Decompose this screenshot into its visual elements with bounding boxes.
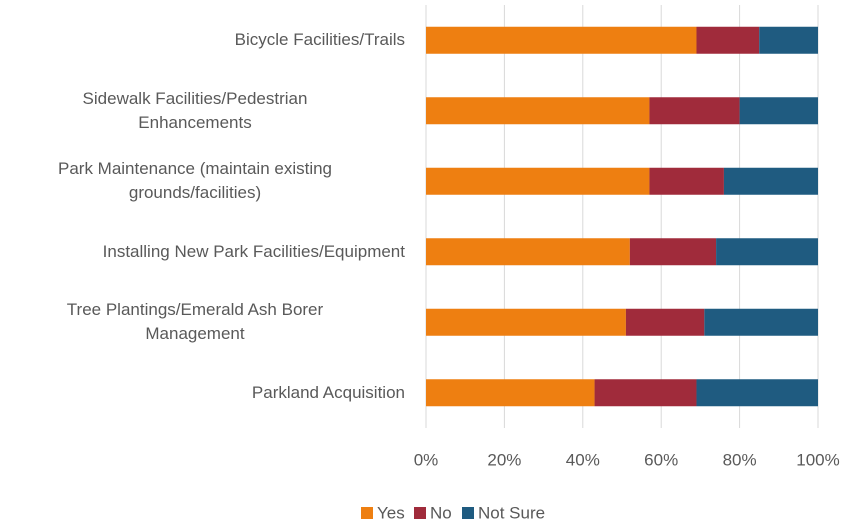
x-tick-label: 60% [644,450,678,469]
y-tick-label: Installing New Park Facilities/Equipment [102,241,405,261]
bar-segment [625,308,705,336]
x-tick-label: 100% [796,450,839,469]
legend-swatch [462,507,474,519]
bar-segment [696,379,818,407]
legend-swatch [414,507,426,519]
bar-segment [649,97,740,125]
y-tick-label: Tree Plantings/Emerald Ash Borer Managem… [66,300,324,344]
x-tick-label: 80% [723,450,757,469]
legend-label: Not Sure [478,503,545,522]
bar-segment [696,26,760,54]
y-tick-label: Parkland Acquisition [251,382,405,402]
x-tick-label: 0% [414,450,439,469]
x-tick-label: 20% [487,450,521,469]
legend-label: Yes [377,503,405,522]
bar-segment [629,238,717,266]
bar-segment [649,167,724,195]
bar-segment [426,167,650,195]
bar-segment [723,167,818,195]
bar-segment [739,97,818,125]
y-tick-label: Sidewalk Facilities/Pedestrian Enhanceme… [82,88,308,132]
bar-segment [426,379,595,407]
bar-segment [704,308,818,336]
bar-segment [594,379,697,407]
legend-label: No [430,503,452,522]
y-tick-label: Park Maintenance (maintain existing grou… [57,159,333,203]
legend-swatch [361,507,373,519]
bar-segment [426,308,626,336]
x-tick-label: 40% [566,450,600,469]
bar-segment [426,26,697,54]
bar-segment [759,26,818,54]
bar-segment [426,238,630,266]
bar-segment [716,238,818,266]
y-tick-label: Bicycle Facilities/Trails [234,30,405,50]
bar-segment [426,97,650,125]
